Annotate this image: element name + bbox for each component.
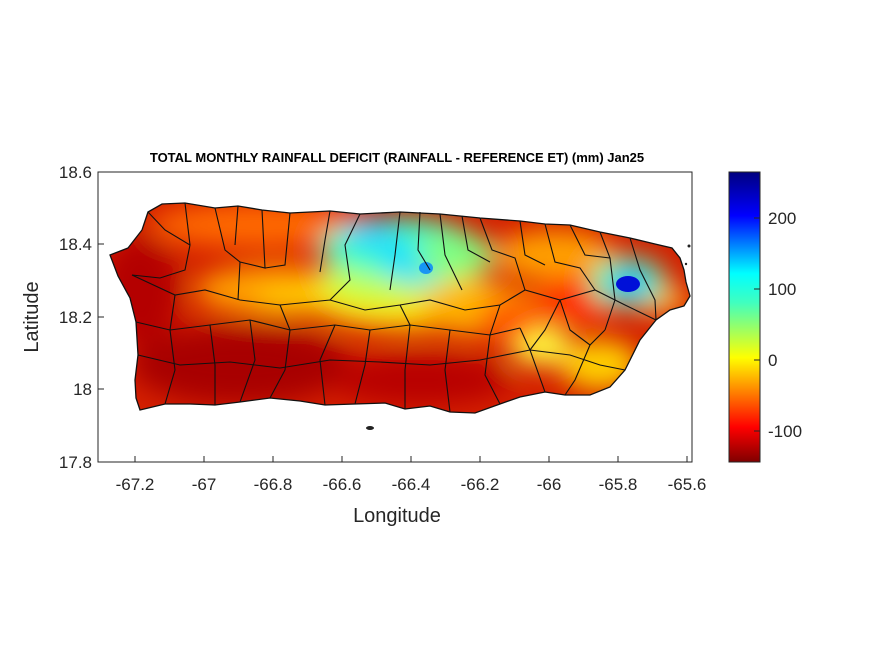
colorbar-gradient	[728, 171, 761, 463]
y-axis-label: Latitude	[21, 281, 43, 352]
offshore-islets	[366, 244, 691, 430]
rainfall-deficit-field	[110, 203, 690, 413]
municipality-boundaries	[109, 202, 691, 414]
colorbar: 200 100 0 -100	[728, 171, 802, 463]
colorbar-tick-label: -100	[768, 422, 802, 441]
x-tick-marks	[134, 456, 688, 462]
x-tick-label: -66.4	[392, 475, 431, 494]
x-tick-label: -66.8	[254, 475, 293, 494]
x-axis: -67.2 -67 -66.8 -66.6 -66.4 -66.2 -66 -6…	[116, 456, 707, 527]
colorbar-tick-label: 100	[768, 280, 796, 299]
colorbar-tick-label: 0	[768, 351, 777, 370]
x-tick-label: -66.2	[461, 475, 500, 494]
y-tick-label: 18.4	[59, 235, 92, 254]
x-tick-label: -65.6	[668, 475, 707, 494]
x-tick-label: -67.2	[116, 475, 155, 494]
y-tick-label: 18.6	[59, 163, 92, 182]
x-axis-label: Longitude	[353, 505, 441, 527]
colorbar-tick-label: 200	[768, 209, 796, 228]
y-tick-label: 17.8	[59, 453, 92, 472]
plot-title: TOTAL MONTHLY RAINFALL DEFICIT (RAINFALL…	[150, 150, 644, 165]
x-tick-label: -66.6	[323, 475, 362, 494]
y-axis: 18.6 18.4 18.2 18 17.8 Latitude	[21, 163, 104, 472]
y-tick-marks	[98, 171, 104, 463]
x-tick-label: -66	[537, 475, 562, 494]
x-tick-label: -65.8	[599, 475, 638, 494]
y-tick-label: 18.2	[59, 308, 92, 327]
x-tick-label: -67	[192, 475, 217, 494]
y-tick-label: 18	[73, 380, 92, 399]
